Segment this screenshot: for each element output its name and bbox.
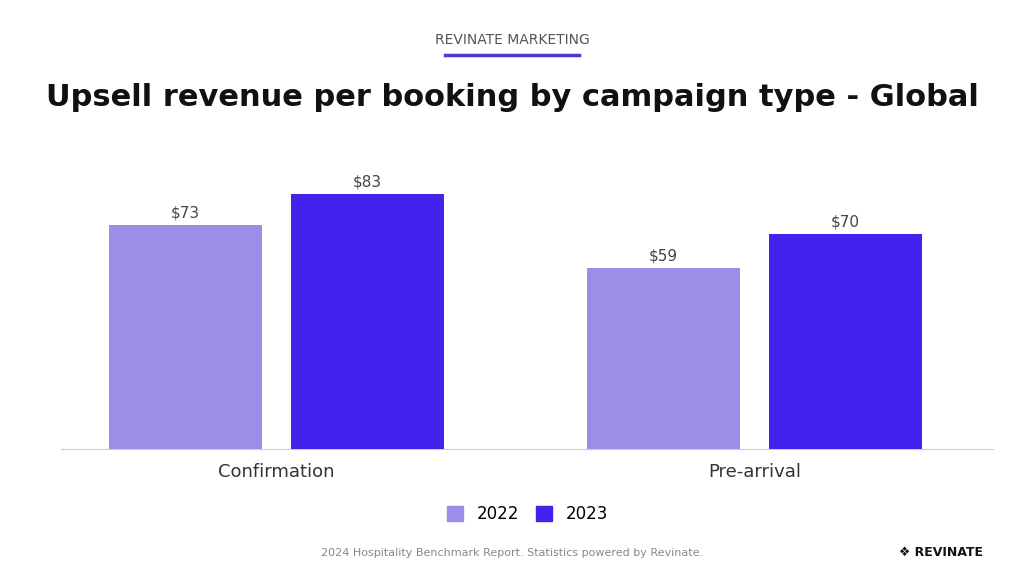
- Text: ❖ REVINATE: ❖ REVINATE: [899, 547, 983, 559]
- Text: REVINATE MARKETING: REVINATE MARKETING: [434, 33, 590, 47]
- Text: 2024 Hospitality Benchmark Report. Statistics powered by Revinate.: 2024 Hospitality Benchmark Report. Stati…: [321, 548, 703, 558]
- Legend: 2022, 2023: 2022, 2023: [438, 497, 616, 531]
- Text: $70: $70: [830, 215, 859, 230]
- Text: Upsell revenue per booking by campaign type - Global: Upsell revenue per booking by campaign t…: [45, 84, 979, 112]
- Bar: [110, 225, 262, 449]
- Bar: [769, 234, 922, 449]
- Text: $73: $73: [171, 206, 201, 221]
- Bar: [587, 268, 740, 449]
- Text: $59: $59: [649, 248, 678, 263]
- Text: $83: $83: [352, 175, 382, 190]
- Bar: [291, 194, 443, 449]
